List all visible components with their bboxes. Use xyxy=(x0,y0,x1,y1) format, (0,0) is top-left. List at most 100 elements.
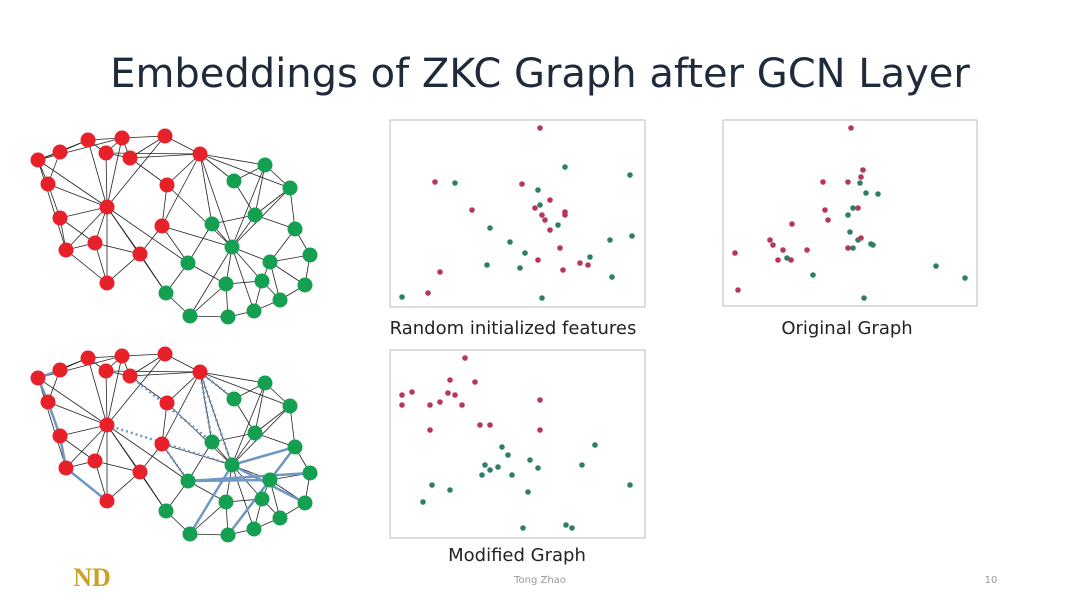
graph-edge xyxy=(189,501,227,535)
scatter-dot xyxy=(537,125,543,131)
scatter-panel xyxy=(722,119,978,307)
scatter-dot xyxy=(427,427,433,433)
graph-node xyxy=(287,439,303,455)
graph-node xyxy=(30,152,46,168)
graph-node xyxy=(180,473,196,489)
graph-node xyxy=(272,292,288,308)
graph-node xyxy=(302,465,318,481)
graph-node xyxy=(262,472,278,488)
slide-title: Embeddings of ZKC Graph after GCN Layer xyxy=(110,51,970,97)
graph-node xyxy=(132,464,148,480)
scatter-dot xyxy=(562,164,568,170)
scatter-dot xyxy=(535,465,541,471)
scatter-dot xyxy=(858,174,864,180)
scatter-dot xyxy=(452,392,458,398)
graph-node xyxy=(218,494,234,510)
scatter-dot xyxy=(962,275,968,281)
scatter-dot xyxy=(425,290,431,296)
graph-node xyxy=(192,364,208,380)
graph-node xyxy=(158,503,174,519)
graph-node xyxy=(257,157,273,173)
graph-node xyxy=(204,216,220,232)
scatter-dot xyxy=(788,257,794,263)
scatter-dot xyxy=(462,355,468,361)
graph-node xyxy=(282,398,298,414)
scatter-dot xyxy=(850,245,856,251)
graph-edge xyxy=(105,152,201,155)
graph-edge xyxy=(129,375,168,404)
graph-edge xyxy=(254,164,266,216)
graph-node xyxy=(247,425,263,441)
graph-edge xyxy=(166,153,201,186)
scatter-dot xyxy=(767,237,773,243)
graph-edge xyxy=(65,249,108,284)
scatter-dot xyxy=(535,187,541,193)
graph-edge xyxy=(231,164,266,248)
graph-node xyxy=(114,130,130,146)
graph-node xyxy=(302,247,318,263)
graph-node xyxy=(80,350,96,366)
scatter-dot xyxy=(495,464,501,470)
graph-node xyxy=(182,308,198,324)
scatter-dot xyxy=(735,287,741,293)
scatter-dot xyxy=(472,379,478,385)
scatter-panel xyxy=(389,349,646,539)
scatter-dot xyxy=(535,257,541,263)
graph-edge xyxy=(199,371,291,407)
scatter-dot xyxy=(399,294,405,300)
graph-edge xyxy=(59,424,108,437)
scatter-dot xyxy=(427,402,433,408)
graph-node xyxy=(40,176,56,192)
removed-edge xyxy=(198,371,214,443)
scatter-dot xyxy=(825,217,831,223)
graph-node xyxy=(246,521,262,537)
scatter-dot xyxy=(539,295,545,301)
scatter-dot xyxy=(459,402,465,408)
graph-edge xyxy=(231,382,266,466)
graph-edge xyxy=(189,283,227,317)
graph-node xyxy=(52,144,68,160)
graph-edge xyxy=(37,159,108,208)
graph-edge xyxy=(161,371,201,445)
scatter-dot xyxy=(562,212,568,218)
scatter-dot xyxy=(875,191,881,197)
graph-diagrams xyxy=(30,128,318,543)
scatter-dot xyxy=(509,472,515,478)
graph-node xyxy=(157,346,173,362)
scatter-dot xyxy=(482,462,488,468)
logo: ND xyxy=(73,563,111,592)
scatter-dot xyxy=(592,442,598,448)
graph-edge xyxy=(231,246,255,312)
graph-node xyxy=(159,177,175,193)
scatter-dot xyxy=(629,233,635,239)
graph-edge xyxy=(106,137,123,208)
graph-node xyxy=(154,218,170,234)
graph-edge xyxy=(105,370,108,426)
scatter-dot xyxy=(609,274,615,280)
graph-edge xyxy=(37,137,123,161)
scatter-dot xyxy=(420,499,426,505)
graph-node xyxy=(40,394,56,410)
graph-node xyxy=(282,180,298,196)
graph-edge xyxy=(187,441,213,482)
scatter-dot xyxy=(542,217,548,223)
graph-edge xyxy=(94,242,141,255)
added-edge xyxy=(231,445,296,467)
scatter-dot xyxy=(437,399,443,405)
scatter-dot xyxy=(845,212,851,218)
scatter-dot xyxy=(487,225,493,231)
graph-node xyxy=(98,145,114,161)
graph-node xyxy=(87,453,103,469)
graph-node xyxy=(287,221,303,237)
scatter-dot xyxy=(627,482,633,488)
graph-edge xyxy=(129,153,201,159)
panel-caption: Random initialized features xyxy=(390,318,637,339)
scatter-dot xyxy=(517,265,523,271)
graph-edge xyxy=(161,443,189,482)
graph-node xyxy=(154,436,170,452)
panel-caption: Modified Graph xyxy=(448,545,586,566)
scatter-dot xyxy=(507,239,513,245)
graph-node xyxy=(58,460,74,476)
scatter-dot xyxy=(522,250,528,256)
